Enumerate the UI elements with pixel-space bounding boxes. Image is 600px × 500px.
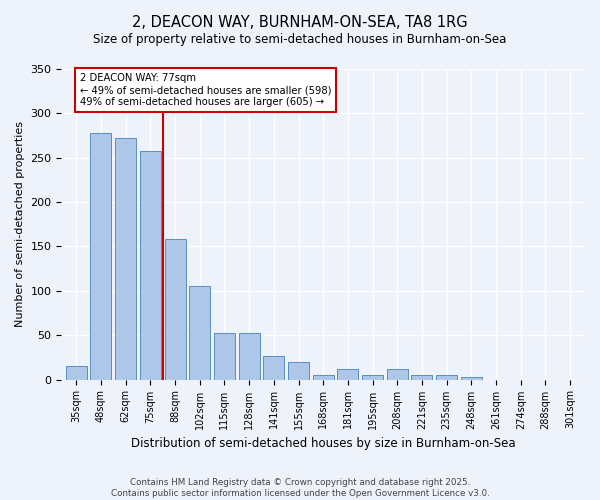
Bar [263, 356, 284, 380]
Bar [164, 240, 185, 380]
Bar [239, 334, 260, 380]
Bar [214, 334, 235, 380]
Bar [66, 366, 87, 380]
Bar [461, 377, 482, 380]
Bar [412, 375, 433, 380]
Bar [436, 375, 457, 380]
Text: 2, DEACON WAY, BURNHAM-ON-SEA, TA8 1RG: 2, DEACON WAY, BURNHAM-ON-SEA, TA8 1RG [132, 15, 468, 30]
Bar [140, 150, 161, 380]
Bar [288, 362, 309, 380]
Bar [337, 369, 358, 380]
Text: Size of property relative to semi-detached houses in Burnham-on-Sea: Size of property relative to semi-detach… [94, 32, 506, 46]
Y-axis label: Number of semi-detached properties: Number of semi-detached properties [15, 122, 25, 328]
Bar [91, 133, 112, 380]
Bar [387, 369, 408, 380]
X-axis label: Distribution of semi-detached houses by size in Burnham-on-Sea: Distribution of semi-detached houses by … [131, 437, 515, 450]
Text: Contains HM Land Registry data © Crown copyright and database right 2025.
Contai: Contains HM Land Registry data © Crown c… [110, 478, 490, 498]
Text: 2 DEACON WAY: 77sqm
← 49% of semi-detached houses are smaller (598)
49% of semi-: 2 DEACON WAY: 77sqm ← 49% of semi-detach… [80, 74, 331, 106]
Bar [362, 375, 383, 380]
Bar [189, 286, 210, 380]
Bar [313, 375, 334, 380]
Bar [115, 138, 136, 380]
